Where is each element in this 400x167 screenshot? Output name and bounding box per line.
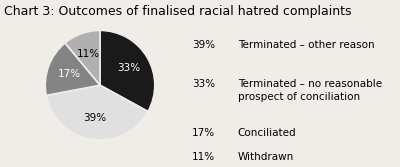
Text: 11%: 11% (77, 49, 100, 59)
Text: 17%: 17% (58, 69, 81, 79)
Text: Chart 3: Outcomes of finalised racial hatred complaints: Chart 3: Outcomes of finalised racial ha… (4, 5, 352, 18)
Text: Withdrawn: Withdrawn (238, 151, 294, 161)
Text: Conciliated: Conciliated (238, 128, 296, 138)
Text: 33%: 33% (117, 63, 140, 73)
Text: Terminated – other reason: Terminated – other reason (238, 40, 374, 50)
Text: 39%: 39% (83, 113, 106, 123)
Wedge shape (46, 85, 148, 140)
Wedge shape (65, 30, 100, 85)
Wedge shape (45, 43, 100, 95)
Text: 33%: 33% (192, 79, 215, 90)
Text: 17%: 17% (192, 128, 215, 138)
Text: 39%: 39% (192, 40, 215, 50)
Wedge shape (100, 30, 155, 112)
Text: 11%: 11% (192, 151, 215, 161)
Text: Terminated – no reasonable
prospect of conciliation: Terminated – no reasonable prospect of c… (238, 79, 382, 102)
